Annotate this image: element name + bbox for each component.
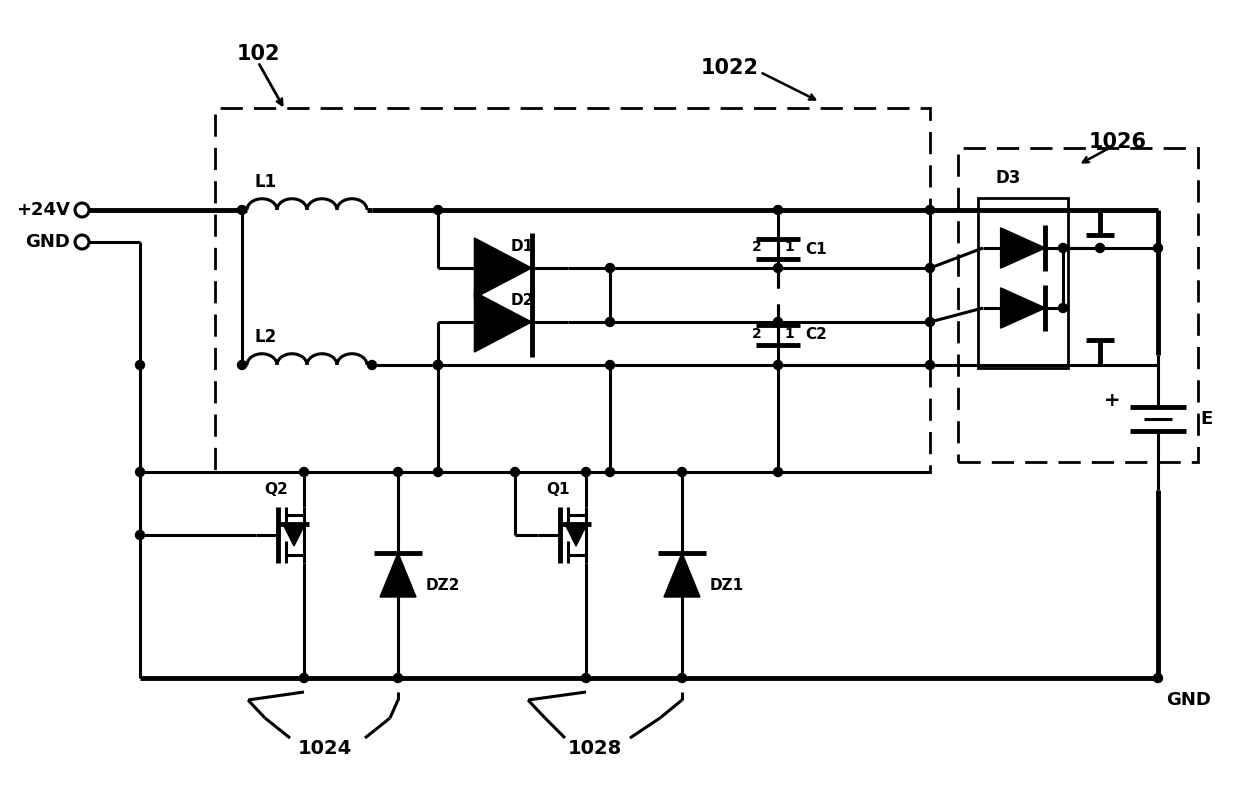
- Circle shape: [135, 360, 145, 370]
- Circle shape: [606, 360, 615, 370]
- Polygon shape: [475, 292, 532, 352]
- Text: 1028: 1028: [567, 739, 622, 758]
- Text: 1: 1: [784, 327, 794, 341]
- Circle shape: [926, 360, 934, 370]
- Text: 1024: 1024: [297, 739, 352, 758]
- Text: +24V: +24V: [16, 201, 69, 219]
- Circle shape: [1154, 673, 1162, 682]
- Polygon shape: [664, 553, 700, 597]
- Circle shape: [135, 467, 145, 476]
- Circle shape: [606, 263, 615, 273]
- Text: D2: D2: [510, 293, 534, 308]
- Text: L1: L1: [254, 173, 276, 191]
- Circle shape: [926, 317, 934, 327]
- Circle shape: [678, 467, 686, 476]
- Circle shape: [434, 360, 442, 370]
- Text: Q2: Q2: [264, 482, 287, 497]
- Circle shape: [926, 205, 934, 215]
- Circle shape: [434, 205, 442, 215]
- Bar: [216, 108, 930, 472]
- Polygon shape: [565, 524, 587, 546]
- Circle shape: [926, 263, 934, 273]
- Circle shape: [394, 467, 403, 476]
- Text: 102: 102: [237, 44, 280, 64]
- Circle shape: [1058, 243, 1068, 253]
- Circle shape: [773, 467, 783, 476]
- Text: Q1: Q1: [546, 482, 570, 497]
- Polygon shape: [1001, 288, 1046, 328]
- Circle shape: [606, 467, 615, 476]
- Circle shape: [773, 263, 783, 273]
- Text: DZ1: DZ1: [710, 577, 745, 592]
- Circle shape: [434, 467, 442, 476]
- Bar: [958, 148, 1198, 462]
- Text: D3: D3: [995, 169, 1021, 187]
- Text: L2: L2: [254, 328, 276, 346]
- Text: C1: C1: [805, 242, 826, 257]
- Circle shape: [773, 360, 783, 370]
- Circle shape: [581, 673, 591, 682]
- Circle shape: [581, 467, 591, 476]
- Text: 2: 2: [752, 240, 762, 254]
- Text: 1: 1: [784, 240, 794, 254]
- Circle shape: [238, 360, 247, 370]
- Circle shape: [434, 360, 442, 370]
- Circle shape: [368, 360, 377, 370]
- Circle shape: [135, 530, 145, 540]
- Circle shape: [300, 467, 309, 476]
- Circle shape: [606, 317, 615, 327]
- Polygon shape: [282, 524, 305, 546]
- Text: GND: GND: [25, 233, 69, 251]
- Text: 2: 2: [752, 327, 762, 341]
- Text: 1026: 1026: [1089, 132, 1147, 152]
- Circle shape: [773, 317, 783, 327]
- Text: DZ2: DZ2: [426, 577, 461, 592]
- Circle shape: [678, 673, 686, 682]
- Circle shape: [300, 673, 309, 682]
- Circle shape: [773, 205, 783, 215]
- Text: D1: D1: [510, 238, 534, 254]
- Text: C2: C2: [805, 327, 826, 342]
- Text: +: +: [1104, 391, 1120, 410]
- Circle shape: [394, 673, 403, 682]
- Circle shape: [238, 205, 247, 215]
- Circle shape: [510, 467, 519, 476]
- Polygon shape: [475, 238, 532, 298]
- Polygon shape: [1001, 228, 1046, 268]
- Bar: [978, 198, 1068, 368]
- Text: GND: GND: [1166, 691, 1211, 709]
- Circle shape: [1095, 243, 1104, 253]
- Text: E: E: [1201, 409, 1212, 428]
- Circle shape: [1058, 304, 1068, 312]
- Text: 1022: 1022: [701, 58, 760, 78]
- Polygon shape: [380, 553, 416, 597]
- Circle shape: [1154, 243, 1162, 253]
